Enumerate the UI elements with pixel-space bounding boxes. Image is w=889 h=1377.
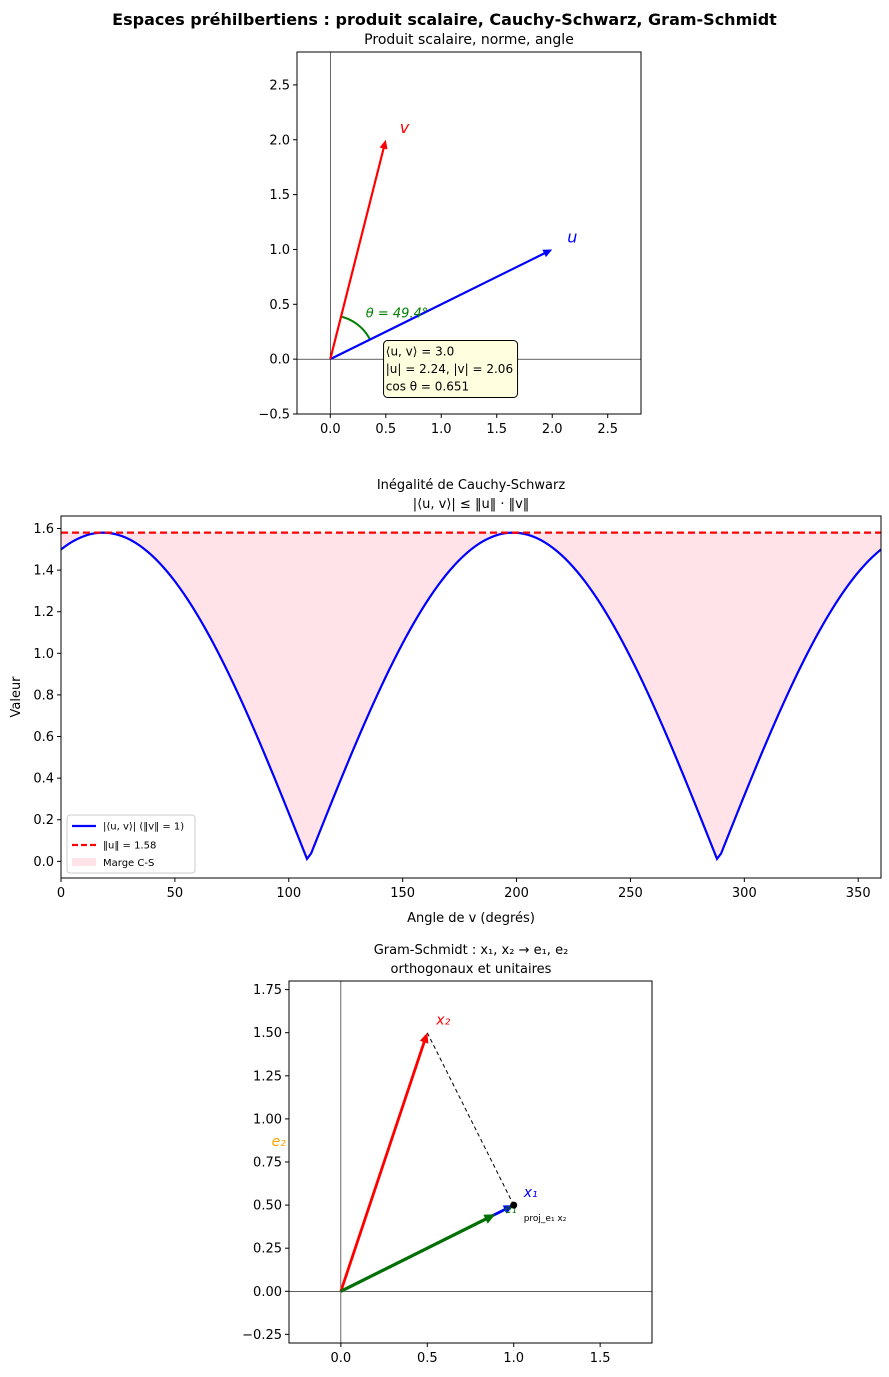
- p3-ytick-label: 0.50: [253, 1199, 282, 1214]
- vector-x2: [339, 1032, 429, 1292]
- panel-cauchy-schwarz: Inégalité de Cauchy-Schwarz |⟨u, v⟩| ≤ ‖…: [9, 478, 882, 926]
- p1-xtick-label: 2.0: [542, 422, 563, 437]
- legend-entry-norm: ‖u‖ = 1.58: [103, 841, 156, 852]
- vector-v-shaft: [329, 147, 385, 360]
- p2-xtick-label: 0: [57, 886, 65, 901]
- p3-xtick-label: 0.5: [417, 1351, 438, 1366]
- legend-entry-fill: Marge C-S: [103, 858, 154, 869]
- p2-ytick-label: 1.6: [33, 522, 54, 537]
- vector-e2-label: e₂: [272, 1134, 287, 1150]
- angle-arc: [340, 315, 371, 340]
- p1-ytick-label: 2.5: [269, 78, 290, 93]
- p3-xtick-label: 1.0: [503, 1351, 524, 1366]
- panel-gram-schmidt: Gram-Schmidt : x₁, x₂ → e₁, e₂ orthogona…: [242, 943, 653, 1366]
- projection-label: proj_e₁ x₂: [524, 1214, 567, 1224]
- legend-entry-curve: |⟨u, v⟩| (‖v‖ = 1): [103, 822, 184, 833]
- legend-swatch-fill: [72, 858, 96, 866]
- p2-ytick-label: 0.0: [33, 855, 54, 870]
- vector-u-head: [542, 249, 553, 258]
- angle-label: θ = 49.4°: [366, 306, 429, 321]
- info-box-frame: [383, 340, 519, 399]
- vector-x2-shaft: [339, 1040, 426, 1292]
- p3-ytick-label: 1.00: [253, 1112, 282, 1127]
- p2-ytick-label: 0.4: [33, 772, 54, 787]
- panel3-title-line1: Gram-Schmidt : x₁, x₂ → e₁, e₂: [374, 943, 569, 958]
- p2-ytick-label: 1.0: [33, 647, 54, 662]
- p1-ytick-label: 2.0: [269, 133, 290, 148]
- p1-xtick-label: 0.0: [320, 422, 341, 437]
- vector-x2-head: [419, 1032, 429, 1044]
- p2-ytick-label: 1.4: [33, 564, 54, 579]
- p1-ytick-label: 1.5: [269, 188, 290, 203]
- info-box: ⟨u, v⟩ = 3.0 |u| = 2.24, |v| = 2.06 cos …: [383, 340, 519, 399]
- projection-line: [426, 1032, 515, 1206]
- vector-x2-label: x₂: [435, 1013, 450, 1029]
- p3-ytick-label: 1.75: [253, 983, 282, 998]
- vector-u: [329, 249, 553, 361]
- p2-ytick-label: 0.2: [33, 813, 54, 828]
- panel2-frame: [60, 515, 882, 879]
- panel1-frame: [296, 51, 642, 415]
- p1-xtick-label: 2.5: [597, 422, 618, 437]
- suptitle: Espaces préhilbertiens : produit scalair…: [112, 10, 777, 29]
- p1-xtick-label: 0.5: [375, 422, 396, 437]
- p1-ytick-label: 0.5: [269, 298, 290, 313]
- p2-xtick-label: 150: [390, 886, 415, 901]
- panel-dot-product: Produit scalaire, norme, angle u v θ = 49…: [258, 32, 642, 437]
- p1-ytick-label: 1.0: [269, 243, 290, 258]
- vector-v-label: v: [400, 118, 410, 137]
- vector-e1: [340, 1214, 496, 1293]
- p3-ytick-label: 0.75: [253, 1156, 282, 1171]
- cs-margin-fill: [61, 532, 881, 859]
- p3-xtick-label: 0.0: [331, 1351, 352, 1366]
- vector-v-head: [379, 139, 388, 150]
- p3-ytick-label: 0.00: [253, 1285, 282, 1300]
- p1-ytick-label: −0.5: [258, 408, 290, 423]
- p1-xtick-label: 1.5: [486, 422, 507, 437]
- p2-xtick-label: 100: [276, 886, 301, 901]
- projection-point: [510, 1201, 518, 1209]
- p2-ytick-label: 0.8: [33, 688, 54, 703]
- p2-ytick-label: 1.2: [33, 605, 54, 620]
- panel2-title-line1: Inégalité de Cauchy-Schwarz: [377, 478, 566, 493]
- vector-e1-shaft: [340, 1217, 488, 1293]
- p2-xtick-label: 50: [167, 886, 184, 901]
- legend: |⟨u, v⟩| (‖v‖ = 1) ‖u‖ = 1.58 Marge C-S: [66, 814, 196, 874]
- info-line-cos: cos θ = 0.651: [386, 380, 469, 394]
- info-line-dot: ⟨u, v⟩ = 3.0: [386, 345, 454, 359]
- vector-u-label: u: [567, 227, 577, 246]
- panel2-ylabel: Valeur: [9, 676, 24, 718]
- p2-ytick-label: 0.6: [33, 730, 54, 745]
- p2-xtick-label: 200: [504, 886, 529, 901]
- p2-xtick-label: 300: [732, 886, 757, 901]
- panel1-title: Produit scalaire, norme, angle: [364, 32, 574, 48]
- vector-x1-label: x₁: [523, 1185, 538, 1201]
- p2-xtick-label: 250: [618, 886, 643, 901]
- panel2-title-line2: |⟨u, v⟩| ≤ ‖u‖ · ‖v‖: [413, 497, 530, 512]
- panel2-xlabel: Angle de v (degrés): [407, 911, 535, 926]
- abs-dot-product-curve: [61, 531, 881, 862]
- vector-v: [329, 139, 388, 360]
- vector-e1-head: [483, 1214, 496, 1224]
- p1-ytick-label: 0.0: [269, 353, 290, 368]
- p3-ytick-label: 1.25: [253, 1069, 282, 1084]
- p3-xtick-label: 1.5: [590, 1351, 611, 1366]
- p3-ytick-label: −0.25: [242, 1328, 282, 1343]
- p1-xtick-label: 1.0: [431, 422, 452, 437]
- p3-ytick-label: 0.25: [253, 1242, 282, 1257]
- info-line-norms: |u| = 2.24, |v| = 2.06: [386, 362, 513, 376]
- p2-xtick-label: 350: [846, 886, 871, 901]
- vector-u-shaft: [329, 252, 546, 361]
- panel3-title-line2: orthogonaux et unitaires: [391, 962, 552, 977]
- legend-frame: [66, 814, 196, 874]
- p3-ytick-label: 1.50: [253, 1026, 282, 1041]
